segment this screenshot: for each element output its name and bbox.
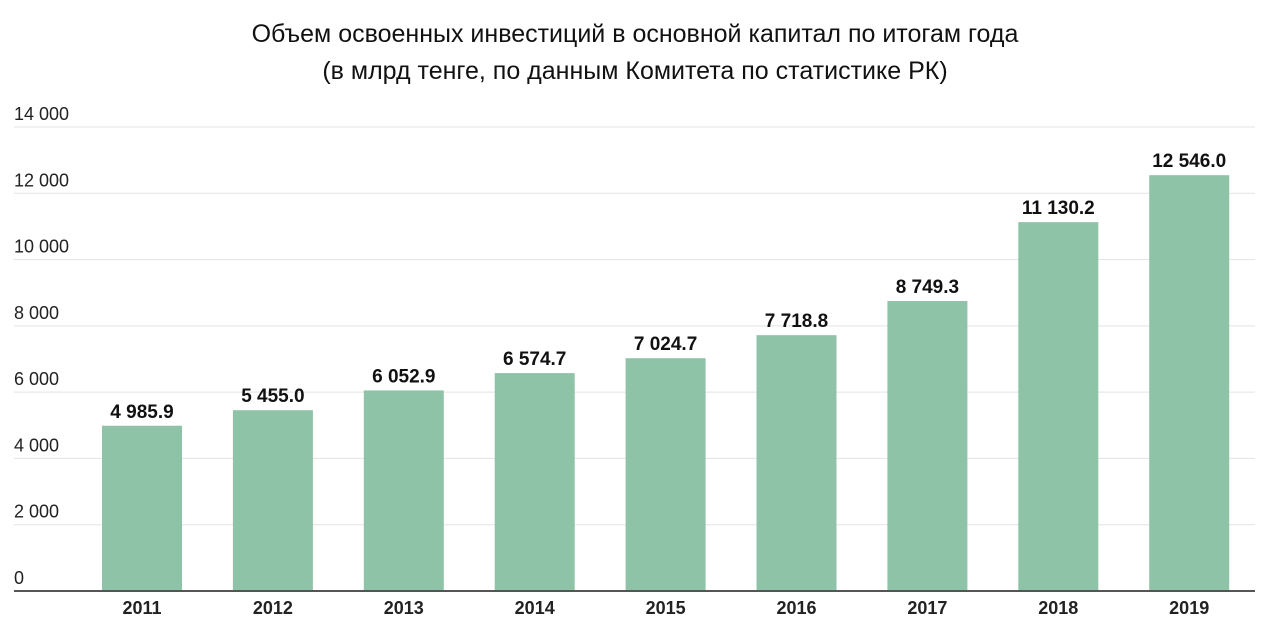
chart-title: Объем освоенных инвестиций в основной ка… [251,20,1019,48]
data-labels: 4 985.9 5 455.0 6 052.9 6 574.7 7 024.7 7 718… [110,151,1226,423]
data-label: 11 130.2 [1022,198,1095,219]
y-tick-label: 4 000 [14,435,59,455]
y-axis-tick-labels: 0 2 000 4 000 6 000 8 000 10 000 12 000 14 000 [14,104,69,588]
x-tick-label: 2013 [384,598,424,618]
bar [102,425,182,591]
chart-title-block: Объем освоенных инвестиций в основной ка… [0,16,1270,90]
y-tick-label: 10 000 [14,237,69,257]
data-label: 7 024.7 [634,334,697,355]
x-tick-label: 2011 [122,598,161,618]
bar [1018,222,1099,591]
x-tick-label: 2015 [646,598,686,618]
x-tick-label: 2017 [907,598,947,618]
x-tick-label: 2019 [1169,598,1209,618]
x-tick-label: 2014 [515,598,555,618]
x-tick-label: 2012 [253,598,293,618]
bars [102,175,1230,592]
x-axis-tick-labels: 2011 2012 2013 2014 2015 2016 2017 2018 2019 [122,598,1209,618]
data-label: 8 749.3 [896,277,959,298]
x-tick-label: 2016 [776,598,816,618]
bar [887,301,968,591]
bar [232,410,313,591]
data-label: 6 052.9 [372,366,435,387]
bar [363,390,444,591]
data-label: 5 455.0 [241,386,304,407]
x-tick-label: 2018 [1038,598,1078,618]
data-label: 4 985.9 [110,402,173,423]
data-label: 12 546.0 [1152,151,1226,172]
y-tick-label: 2 000 [14,502,59,522]
bar [756,335,837,591]
data-label: 7 718.8 [765,311,828,332]
y-tick-label: 12 000 [14,170,69,190]
y-tick-label: 6 000 [14,369,59,389]
bar [625,358,706,591]
y-tick-label: 14 000 [14,104,69,124]
bar [494,373,575,591]
y-tick-label: 8 000 [14,303,59,323]
data-label: 6 574.7 [503,349,566,370]
bar [1149,175,1230,592]
chart-subtitle: (в млрд тенге, по данным Комитета по ста… [322,57,948,85]
y-tick-label: 0 [14,568,24,588]
